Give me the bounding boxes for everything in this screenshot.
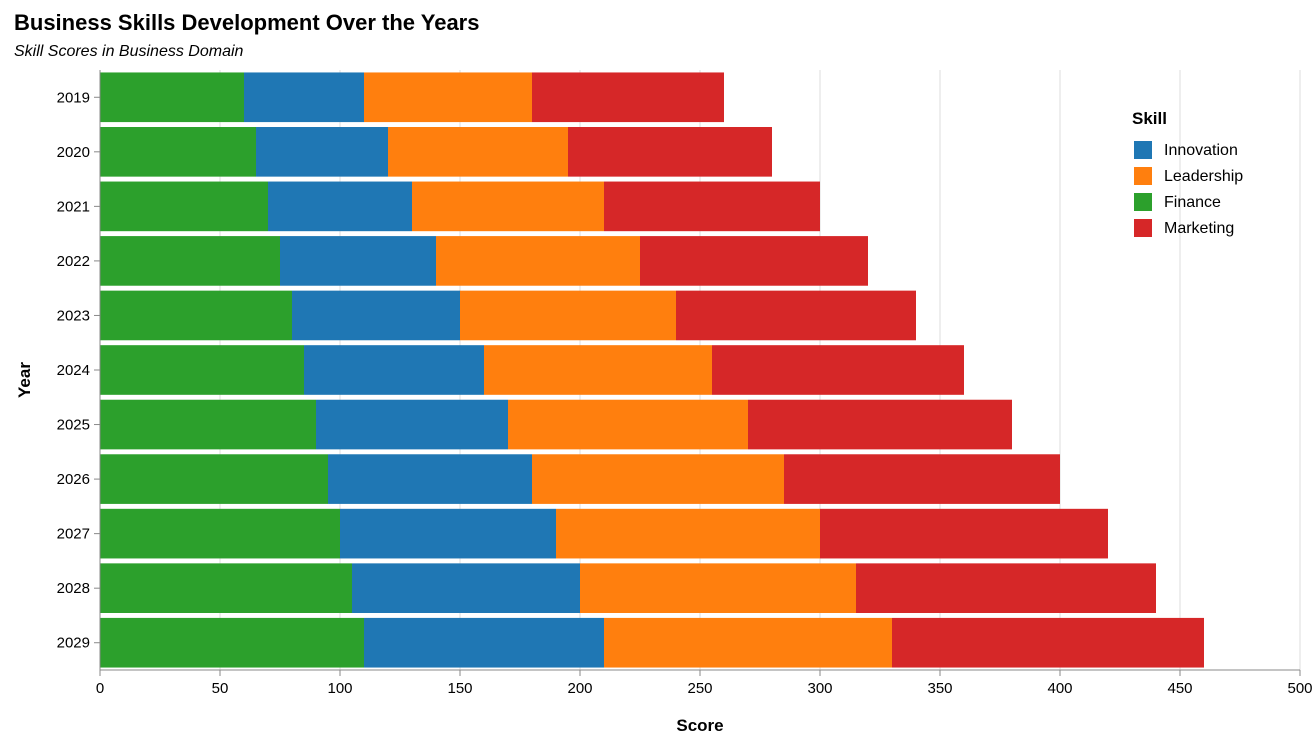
y-tick-label: 2024 xyxy=(57,362,90,379)
y-tick-label: 2020 xyxy=(57,144,90,161)
legend-swatch xyxy=(1134,193,1152,211)
legend: Skill Innovation Leadership Finance Marketi… xyxy=(1132,109,1243,237)
bar-leadership xyxy=(604,617,892,668)
bar-marketing xyxy=(604,181,820,232)
bar-innovation xyxy=(328,454,532,504)
bar-leadership xyxy=(412,181,604,232)
x-tick-label: 300 xyxy=(807,680,832,697)
bar-marketing xyxy=(892,617,1204,668)
bar-innovation xyxy=(280,236,436,286)
x-tick-label: 400 xyxy=(1047,680,1072,697)
bar-marketing xyxy=(712,345,964,395)
axes: 0 50 100 150 200 250 300 350 400 450 500 2019 2020 20… xyxy=(57,70,1312,697)
bar-finance xyxy=(100,399,316,450)
bar-finance xyxy=(100,345,304,395)
y-tick-label: 2025 xyxy=(57,417,90,434)
bar-innovation xyxy=(316,399,508,450)
y-tick-label: 2026 xyxy=(57,471,90,488)
x-tick-label: 200 xyxy=(567,680,592,697)
x-tick-label: 0 xyxy=(96,680,104,697)
bar-innovation xyxy=(256,127,388,177)
bar-leadership xyxy=(388,127,568,177)
bar-leadership xyxy=(532,454,784,504)
x-tick-label: 150 xyxy=(447,680,472,697)
x-tick-label: 450 xyxy=(1167,680,1192,697)
legend-label: Finance xyxy=(1164,194,1221,211)
bar-finance xyxy=(100,181,268,232)
chart-subtitle: Skill Scores in Business Domain xyxy=(14,43,244,60)
legend-label: Leadership xyxy=(1164,168,1243,185)
bar-finance xyxy=(100,236,280,286)
y-tick-label: 2028 xyxy=(57,580,90,597)
legend-label: Marketing xyxy=(1164,220,1234,237)
bar-marketing xyxy=(532,72,724,123)
bar-innovation xyxy=(304,345,484,395)
bar-marketing xyxy=(748,399,1012,450)
y-tick-label: 2029 xyxy=(57,635,90,652)
bar-marketing xyxy=(820,508,1108,559)
bar-marketing xyxy=(640,236,868,286)
x-tick-label: 350 xyxy=(927,680,952,697)
x-tick-label: 50 xyxy=(212,680,229,697)
bar-finance xyxy=(100,72,244,123)
x-tick-label: 250 xyxy=(687,680,712,697)
bar-finance xyxy=(100,508,340,559)
bar-marketing xyxy=(784,454,1060,504)
y-tick-label: 2021 xyxy=(57,198,90,215)
y-tick-label: 2027 xyxy=(57,526,90,543)
y-tick-label: 2022 xyxy=(57,253,90,270)
bar-leadership xyxy=(436,236,640,286)
bar-marketing xyxy=(568,127,772,177)
bar-marketing xyxy=(676,290,916,341)
bar-marketing xyxy=(856,563,1156,613)
bar-innovation xyxy=(352,563,580,613)
bar-finance xyxy=(100,454,328,504)
bar-leadership xyxy=(508,399,748,450)
y-tick-label: 2023 xyxy=(57,307,90,324)
bar-finance xyxy=(100,617,364,668)
legend-swatch xyxy=(1134,219,1152,237)
x-tick-label: 100 xyxy=(327,680,352,697)
x-axis-title: Score xyxy=(676,716,723,735)
legend-label: Innovation xyxy=(1164,142,1238,159)
bar-finance xyxy=(100,563,352,613)
bar-finance xyxy=(100,290,292,341)
bar-finance xyxy=(100,127,256,177)
bar-innovation xyxy=(364,617,604,668)
bar-leadership xyxy=(484,345,712,395)
y-tick-label: 2019 xyxy=(57,89,90,106)
bar-innovation xyxy=(268,181,412,232)
bar-leadership xyxy=(460,290,676,341)
bars xyxy=(100,72,1204,668)
bar-leadership xyxy=(556,508,820,559)
legend-swatch xyxy=(1134,141,1152,159)
bar-innovation xyxy=(244,72,364,123)
legend-swatch xyxy=(1134,167,1152,185)
bar-leadership xyxy=(580,563,856,613)
y-axis-title: Year xyxy=(15,362,34,398)
legend-title: Skill xyxy=(1132,109,1167,128)
bar-innovation xyxy=(292,290,460,341)
bar-innovation xyxy=(340,508,556,559)
chart-title: Business Skills Development Over the Yea… xyxy=(14,10,479,35)
x-tick-label: 500 xyxy=(1287,680,1312,697)
bar-leadership xyxy=(364,72,532,123)
